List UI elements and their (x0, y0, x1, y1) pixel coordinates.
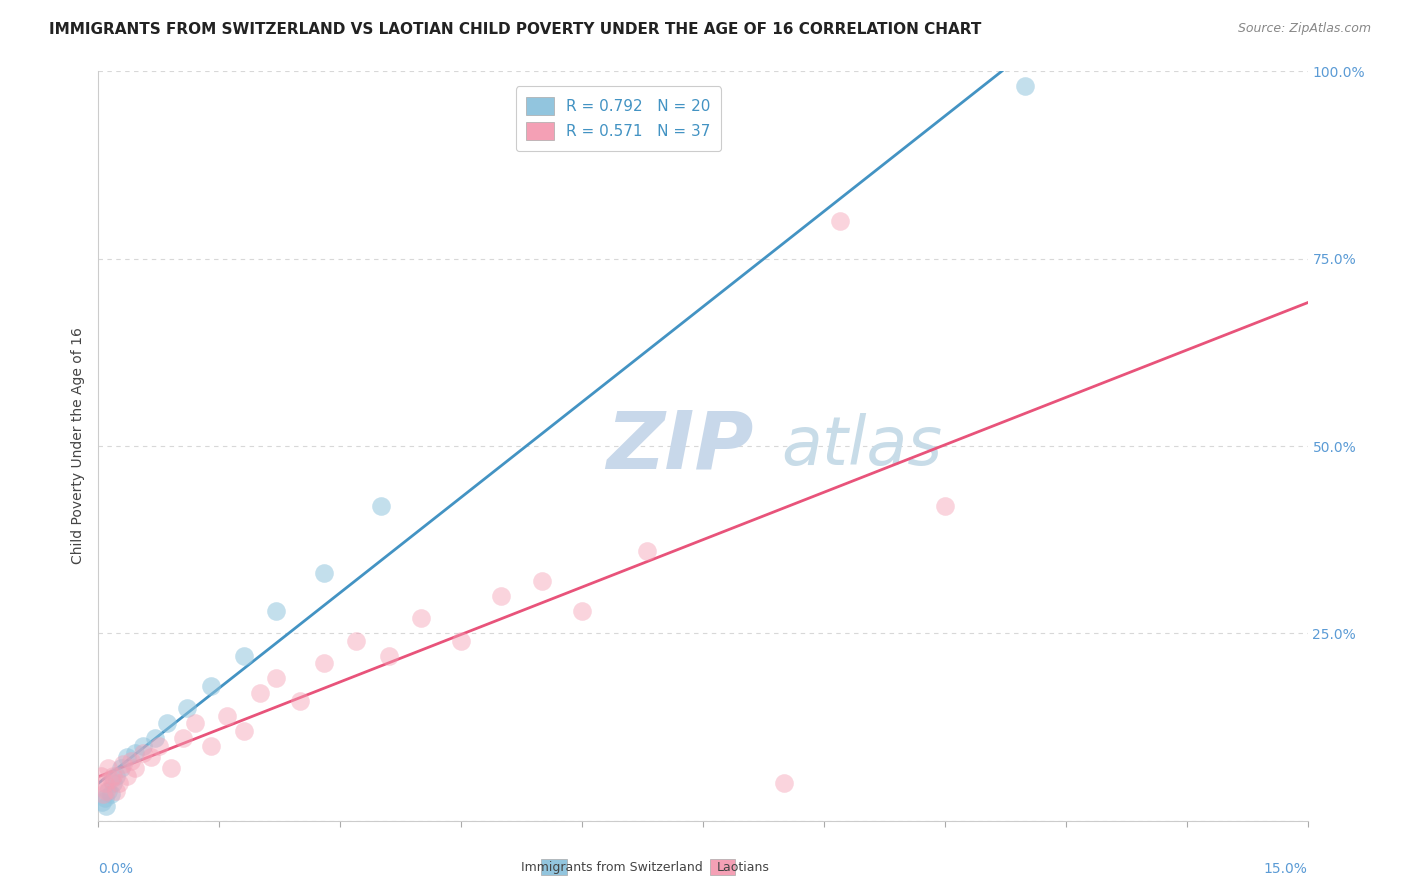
Point (200, 739, 222, 753)
Point (124, 746, 146, 760)
Point (96, 798, 118, 813)
FancyBboxPatch shape (710, 859, 735, 875)
Point (377, 648, 399, 663)
Point (139, 750, 162, 764)
Text: Laotians: Laotians (717, 861, 770, 873)
Point (288, 694, 311, 708)
Point (409, 611, 432, 625)
Point (264, 671, 287, 685)
Point (530, 574, 553, 588)
Point (100, 788, 122, 802)
Point (96, 783, 118, 797)
FancyBboxPatch shape (541, 859, 567, 875)
Point (314, 566, 336, 581)
Point (450, 633, 472, 648)
Point (314, 657, 336, 671)
Point (571, 604, 593, 618)
Point (100, 772, 122, 787)
Text: IMMIGRANTS FROM SWITZERLAND VS LAOTIAN CHILD POVERTY UNDER THE AGE OF 16 CORRELA: IMMIGRANTS FROM SWITZERLAND VS LAOTIAN C… (49, 22, 981, 37)
Point (249, 686, 271, 700)
Point (143, 731, 166, 746)
Point (110, 761, 132, 775)
Point (217, 708, 239, 723)
Point (344, 633, 367, 648)
Point (115, 769, 138, 783)
Text: atlas: atlas (782, 413, 942, 479)
Y-axis label: Child Poverty Under the Age of 16: Child Poverty Under the Age of 16 (72, 327, 86, 565)
Point (491, 589, 513, 603)
Point (156, 716, 179, 731)
Point (232, 648, 254, 663)
Point (172, 731, 194, 746)
Point (101, 769, 124, 783)
Point (107, 776, 129, 790)
Point (105, 783, 128, 797)
Point (94, 791, 117, 805)
Point (120, 754, 142, 768)
Point (184, 716, 207, 731)
Point (124, 761, 146, 775)
Point (97, 761, 120, 775)
Point (232, 723, 254, 738)
Point (772, 776, 794, 790)
Point (160, 761, 183, 775)
Text: 15.0%: 15.0% (1264, 862, 1308, 876)
Point (132, 739, 155, 753)
Point (148, 739, 170, 753)
Text: Source: ZipAtlas.com: Source: ZipAtlas.com (1237, 22, 1371, 36)
Point (90, 769, 112, 783)
Point (264, 604, 287, 618)
Text: ZIP: ZIP (606, 407, 754, 485)
Point (370, 499, 392, 513)
Legend: R = 0.792   N = 20, R = 0.571   N = 37: R = 0.792 N = 20, R = 0.571 N = 37 (516, 87, 721, 151)
Point (828, 214, 851, 228)
Text: Immigrants from Switzerland: Immigrants from Switzerland (522, 861, 703, 873)
Point (176, 701, 198, 715)
Point (636, 544, 658, 558)
Point (91, 788, 114, 802)
Point (105, 769, 128, 783)
Point (132, 746, 155, 760)
Point (1014, 79, 1036, 94)
Point (94, 776, 117, 790)
Text: 0.0%: 0.0% (98, 862, 134, 876)
Point (200, 679, 222, 693)
Point (934, 499, 956, 513)
Point (115, 750, 138, 764)
Point (101, 776, 124, 790)
Point (111, 757, 134, 772)
Point (91, 795, 114, 809)
Point (97, 783, 120, 797)
